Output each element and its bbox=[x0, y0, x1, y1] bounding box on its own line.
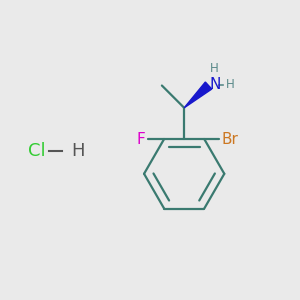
Polygon shape bbox=[184, 82, 212, 108]
Text: F: F bbox=[136, 131, 146, 146]
Text: Cl: Cl bbox=[28, 142, 46, 160]
Text: H: H bbox=[71, 142, 85, 160]
Text: H: H bbox=[210, 62, 219, 75]
Text: Br: Br bbox=[221, 131, 239, 146]
Text: N: N bbox=[209, 77, 221, 92]
Text: H: H bbox=[226, 78, 235, 92]
